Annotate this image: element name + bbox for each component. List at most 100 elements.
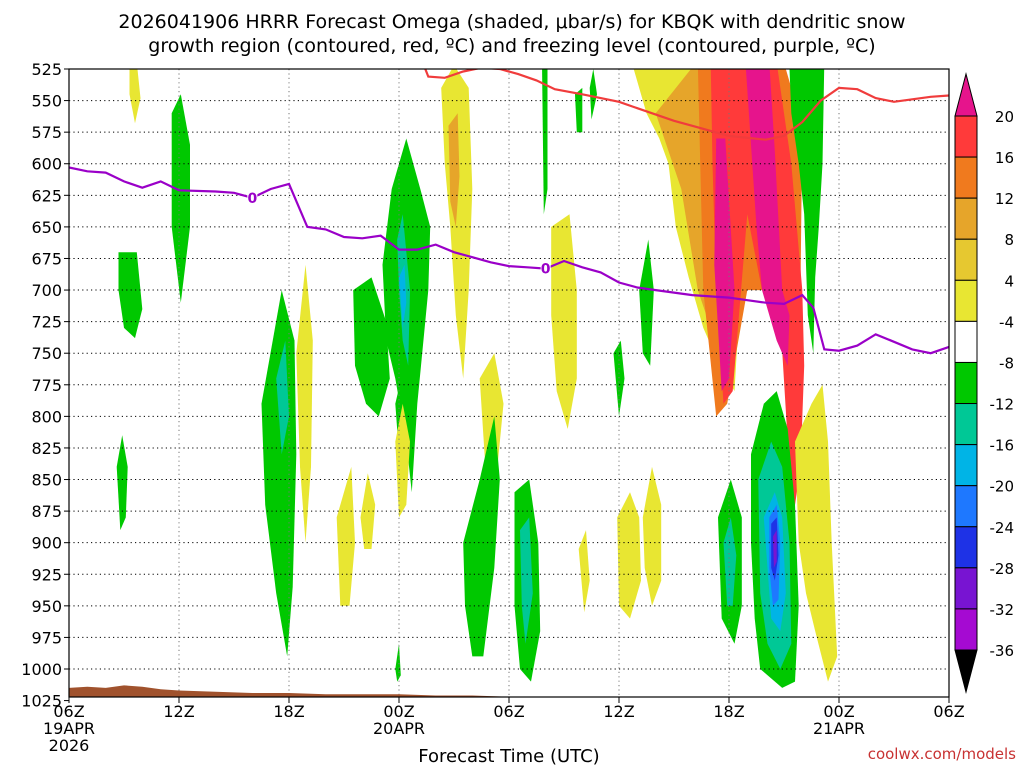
y-tick-label-975: 975 <box>31 628 62 647</box>
omega-region-9 <box>353 277 390 417</box>
colorbar-legend: 20 16 12 8 4 -4 -8 -12 -16 -20 -24 -28 -32 -36 <box>954 72 1015 694</box>
y-tick-label-725: 725 <box>31 313 62 332</box>
colorbar-label-12: -32 <box>990 601 1015 619</box>
colorbar-label-5: -4 <box>999 313 1014 331</box>
omega-region-3 <box>116 435 128 531</box>
freezing-level-label-1: 0 <box>541 262 551 278</box>
x-tick-label-0-2: 2026 <box>49 736 90 755</box>
omega-region-8 <box>360 473 376 549</box>
colorbar-label-7: -12 <box>990 396 1015 414</box>
y-tick-label-525: 525 <box>31 60 62 79</box>
omega-region-5 <box>276 340 289 455</box>
omega-region-24 <box>575 87 583 133</box>
y-tick-label-625: 625 <box>31 186 62 205</box>
omega-region-35 <box>745 69 790 366</box>
freezing-level-label-bg-0 <box>247 189 258 205</box>
y-tick-label-675: 675 <box>31 249 62 268</box>
x-tick-label-30-0: 12Z <box>603 702 634 721</box>
omega-region-23 <box>551 214 577 429</box>
omega-region-37 <box>795 384 838 682</box>
colorbar-label-4: 4 <box>1004 272 1014 290</box>
omega-region-29 <box>642 466 662 606</box>
omega-shading-layer <box>116 69 838 688</box>
y-tick-label-575: 575 <box>31 123 62 142</box>
colorbar-bin-5 <box>954 320 978 363</box>
x-tick-label-12-0: 18Z <box>273 702 304 721</box>
colorbar-bin-11 <box>954 567 978 610</box>
omega-region-13 <box>399 264 407 328</box>
x-tick-label-48-0: 06Z <box>933 702 964 721</box>
x-tick-label-42-0: 00Z <box>823 702 854 721</box>
colorbar-bin-10 <box>954 526 978 569</box>
colorbar-bin-12 <box>954 608 978 651</box>
x-tick-label-36-0: 18Z <box>713 702 744 721</box>
colorbar-label-0: 20 <box>995 108 1014 126</box>
y-tick-label-900: 900 <box>31 534 62 553</box>
chart-title-line-1: 2026041906 HRRR Forecast Omega (shaded, … <box>118 11 905 33</box>
omega-region-2 <box>118 252 143 339</box>
omega-region-6 <box>296 264 313 543</box>
omega-region-46 <box>773 530 777 568</box>
colorbar-bottom-arrow <box>954 649 978 694</box>
y-tick-label-1025: 1025 <box>21 692 62 711</box>
y-tick-label-950: 950 <box>31 597 62 616</box>
freezing-level-label-bg-1 <box>540 260 551 276</box>
colorbar-bin-4 <box>954 279 978 322</box>
omega-region-17 <box>448 113 460 227</box>
y-tick-label-600: 600 <box>31 155 62 174</box>
omega-region-15 <box>395 643 401 682</box>
colorbar-bin-9 <box>954 485 978 528</box>
omega-region-21 <box>520 517 533 644</box>
y-tick-label-700: 700 <box>31 281 62 300</box>
colorbar-label-8: -16 <box>990 437 1015 455</box>
colorbar-label-13: -36 <box>990 642 1015 660</box>
x-tick-label-18-1: 20APR <box>373 719 425 738</box>
colorbar-label-6: -8 <box>999 354 1014 372</box>
freezing-level-label-0: 0 <box>247 191 257 207</box>
y-tick-label-650: 650 <box>31 218 62 237</box>
omega-region-0 <box>129 69 141 124</box>
x-tick-label-0-1: 19APR <box>43 719 95 738</box>
omega-region-38 <box>789 69 825 354</box>
y-tick-label-850: 850 <box>31 471 62 490</box>
colorbar-bin-8 <box>954 444 978 487</box>
colorbar-label-9: -20 <box>990 478 1015 496</box>
ground-layer <box>69 685 588 697</box>
y-tick-label-750: 750 <box>31 344 62 363</box>
omega-region-14 <box>395 403 410 518</box>
omega-region-19 <box>463 416 500 657</box>
x-tick-label-24-0: 06Z <box>493 702 524 721</box>
omega-region-40 <box>723 517 737 606</box>
y-tick-label-825: 825 <box>31 439 62 458</box>
y-tick-label-875: 875 <box>31 502 62 521</box>
colorbar-label-1: 16 <box>995 149 1014 167</box>
ground-terrain <box>69 685 588 697</box>
y-tick-label-550: 550 <box>31 92 62 111</box>
y-tick-label-1000: 1000 <box>21 660 62 679</box>
colorbar-label-11: -28 <box>990 560 1015 578</box>
colorbar-bin-0 <box>954 115 978 158</box>
credit-text: coolwx.com/models <box>868 745 1016 763</box>
x-tick-label-0-0: 06Z <box>53 702 84 721</box>
omega-region-30 <box>639 239 654 366</box>
omega-region-4 <box>261 290 297 657</box>
x-tick-label-18-0: 00Z <box>383 702 414 721</box>
omega-region-34 <box>710 69 805 518</box>
omega-region-27 <box>613 340 625 417</box>
colorbar-bin-7 <box>954 403 978 446</box>
dendritic-growth-contour <box>424 69 949 141</box>
colorbar-bin-2 <box>954 197 978 240</box>
colorbar-label-10: -24 <box>990 519 1015 537</box>
grid-lines <box>69 69 949 697</box>
omega-region-25 <box>589 69 597 120</box>
y-tick-label-800: 800 <box>31 407 62 426</box>
y-tick-label-775: 775 <box>31 376 62 395</box>
omega-region-28 <box>617 492 641 619</box>
omega-region-7 <box>336 466 355 606</box>
y-axis-ticks: 525 550 575 600 625 650 675 700 725 750 775 800 825 8… <box>21 60 69 711</box>
colorbar-top-arrow <box>954 72 978 117</box>
y-tick-label-925: 925 <box>31 565 62 584</box>
colorbar-label-3: 8 <box>1004 231 1014 249</box>
